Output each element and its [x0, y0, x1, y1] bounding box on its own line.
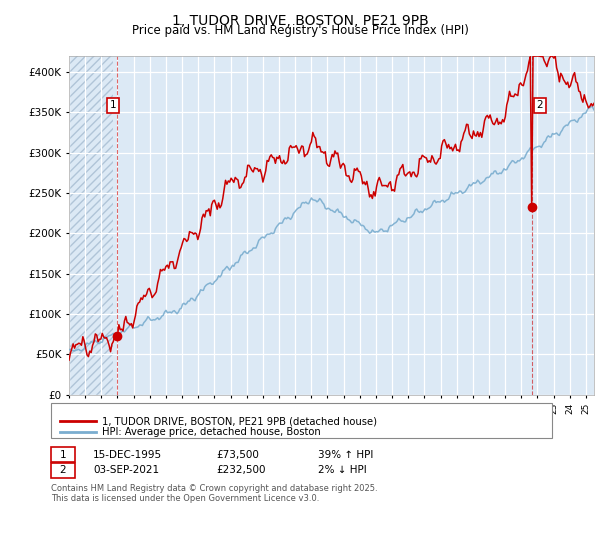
Text: 39% ↑ HPI: 39% ↑ HPI	[318, 450, 373, 460]
Text: 1, TUDOR DRIVE, BOSTON, PE21 9PB: 1, TUDOR DRIVE, BOSTON, PE21 9PB	[172, 14, 428, 28]
Text: 03-SEP-2021: 03-SEP-2021	[93, 465, 159, 475]
Text: 2: 2	[59, 465, 67, 475]
Text: HPI: Average price, detached house, Boston: HPI: Average price, detached house, Bost…	[102, 427, 321, 437]
Text: 2: 2	[536, 100, 543, 110]
Text: 1, TUDOR DRIVE, BOSTON, PE21 9PB (detached house): 1, TUDOR DRIVE, BOSTON, PE21 9PB (detach…	[102, 416, 377, 426]
Text: 1: 1	[109, 100, 116, 110]
Text: £232,500: £232,500	[216, 465, 265, 475]
Text: Contains HM Land Registry data © Crown copyright and database right 2025.: Contains HM Land Registry data © Crown c…	[51, 484, 377, 493]
Text: £73,500: £73,500	[216, 450, 259, 460]
Text: Price paid vs. HM Land Registry's House Price Index (HPI): Price paid vs. HM Land Registry's House …	[131, 24, 469, 38]
Text: 1: 1	[59, 450, 67, 460]
Text: 2% ↓ HPI: 2% ↓ HPI	[318, 465, 367, 475]
Text: This data is licensed under the Open Government Licence v3.0.: This data is licensed under the Open Gov…	[51, 494, 319, 503]
Text: 15-DEC-1995: 15-DEC-1995	[93, 450, 162, 460]
